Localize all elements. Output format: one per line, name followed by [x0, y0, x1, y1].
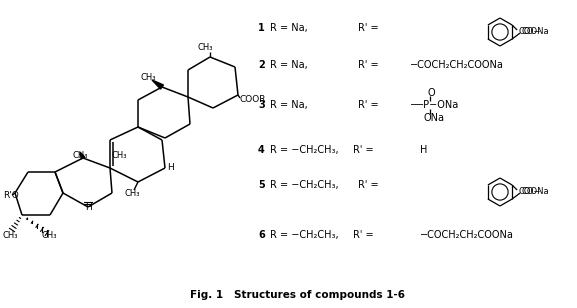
Text: 3: 3: [258, 100, 265, 110]
Text: −COCH₂CH₂COONa: −COCH₂CH₂COONa: [410, 60, 504, 70]
Text: CH₃: CH₃: [197, 43, 213, 51]
Text: H: H: [85, 204, 91, 213]
Text: CH₃: CH₃: [140, 74, 156, 83]
Text: 2: 2: [258, 60, 265, 70]
Text: O: O: [428, 88, 436, 98]
Text: CO−: CO−: [521, 26, 541, 35]
Text: H: H: [420, 145, 428, 155]
Text: −: −: [410, 100, 418, 110]
Text: ONa: ONa: [424, 113, 445, 123]
Text: COONa: COONa: [518, 188, 549, 197]
Text: R' =: R' =: [353, 230, 374, 240]
Polygon shape: [80, 152, 85, 159]
Text: R' =: R' =: [358, 180, 379, 190]
Text: R' =: R' =: [358, 23, 379, 33]
Text: −COCH₂CH₂COONa: −COCH₂CH₂COONa: [420, 230, 514, 240]
Text: CH₃: CH₃: [112, 151, 128, 160]
Text: 4: 4: [258, 145, 265, 155]
Text: R = −CH₂CH₃,: R = −CH₂CH₃,: [270, 180, 339, 190]
Text: R = −CH₂CH₃,: R = −CH₂CH₃,: [270, 145, 339, 155]
Text: CH₃: CH₃: [42, 230, 58, 240]
Polygon shape: [152, 80, 163, 89]
Text: R = Na,: R = Na,: [270, 100, 308, 110]
Text: CH₃: CH₃: [72, 151, 88, 160]
Text: CO−: CO−: [521, 187, 541, 196]
Text: R = Na,: R = Na,: [270, 60, 308, 70]
Text: COONa: COONa: [518, 27, 549, 37]
Text: R' =: R' =: [358, 60, 379, 70]
Text: R = −CH₂CH₃,: R = −CH₂CH₃,: [270, 230, 339, 240]
Text: R' =: R' =: [358, 100, 379, 110]
Text: 5: 5: [258, 180, 265, 190]
Text: −P−ONa: −P−ONa: [416, 100, 459, 110]
Text: COOR: COOR: [240, 95, 267, 104]
Text: Fig. 1   Structures of compounds 1-6: Fig. 1 Structures of compounds 1-6: [190, 290, 405, 300]
Text: CH₃: CH₃: [124, 188, 140, 197]
Text: 1: 1: [258, 23, 265, 33]
Text: R'O: R'O: [3, 191, 18, 200]
Text: H: H: [167, 164, 174, 172]
Text: 6: 6: [258, 230, 265, 240]
Text: CH₃: CH₃: [2, 230, 18, 240]
Text: R = Na,: R = Na,: [270, 23, 308, 33]
Text: R' =: R' =: [353, 145, 374, 155]
